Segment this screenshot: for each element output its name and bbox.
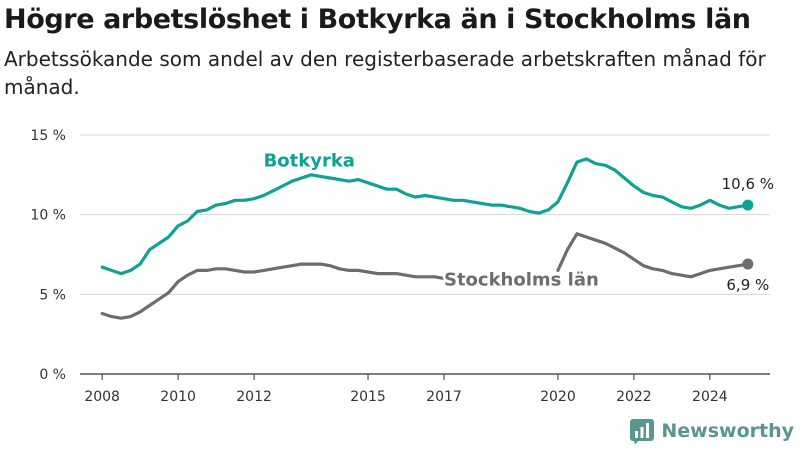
x-tick-label: 2008: [84, 389, 120, 405]
x-tick-label: 2022: [616, 389, 652, 405]
series-end-value-label: 6,9 %: [726, 276, 769, 294]
series-line-1-segment-0: [100, 262, 449, 320]
brand-logo: Newsworthy: [629, 418, 794, 444]
series-line-0-segment-0: [100, 157, 750, 276]
series-name-label: Stockholms län: [444, 269, 599, 290]
series-end-marker: [742, 258, 754, 270]
brand-name: Newsworthy: [661, 420, 794, 442]
y-tick-label: 0 %: [39, 367, 66, 383]
series-end-value-label: 10,6 %: [722, 175, 774, 193]
series-name-halo: Stockholms län: [444, 269, 599, 290]
y-tick-label: 15 %: [30, 128, 66, 144]
series-lines: [100, 157, 754, 320]
chart-subtitle: Arbetssökande som andel av den registerb…: [4, 47, 766, 99]
series-end-marker: [742, 199, 754, 211]
series-line-1-segment-1: [556, 232, 750, 279]
chart-title: Högre arbetslöshet i Botkyrka än i Stock…: [4, 4, 751, 35]
y-axis-ticks: 0 % 5 % 10 % 15 %: [30, 128, 66, 383]
newsworthy-logo-icon: [630, 419, 655, 444]
series-name-halo: Botkyrka: [264, 150, 355, 171]
y-tick-label: 5 %: [39, 287, 66, 303]
x-tick-label: 2017: [426, 389, 462, 405]
x-axis-ticks: 2008 2010 2012 2015 2017 2020 2022 2024: [84, 374, 728, 405]
x-tick-label: 2024: [692, 389, 728, 405]
x-tick-label: 2015: [350, 389, 386, 405]
series-name-label: Botkyrka: [264, 150, 355, 171]
grid-lines: [80, 134, 770, 375]
x-tick-label: 2020: [540, 389, 576, 405]
y-tick-label: 10 %: [30, 208, 66, 224]
x-tick-label: 2010: [160, 389, 196, 405]
x-tick-label: 2012: [236, 389, 272, 405]
